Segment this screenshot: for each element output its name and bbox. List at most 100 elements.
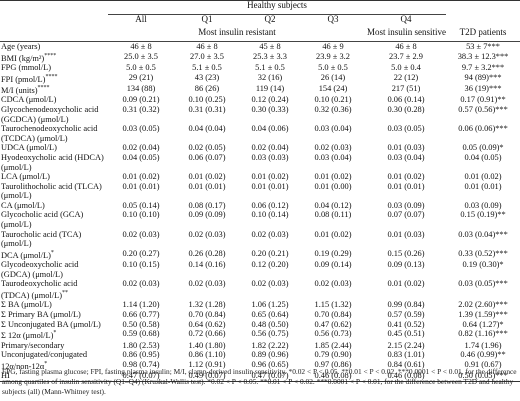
- table-row: Glycochenodeoxycholic acid (GCDCA) (μmol…: [0, 105, 520, 124]
- table-cell: 0.30 (0.33): [251, 104, 289, 114]
- table-cell: 0.79 (0.90): [314, 350, 352, 360]
- table-row: Glycodeoxycholic acid (GDCA) (μmol/L) 0.1…: [0, 260, 520, 279]
- table-cell: 25.3 ± 3.3: [253, 51, 287, 61]
- table-cell: 0.01 (0.02): [122, 172, 160, 182]
- table-cell: 1.40 (1.80): [188, 340, 226, 350]
- table-cell: 0.02 (0.03): [314, 279, 352, 289]
- table-cell: 0.57 (0.59): [387, 310, 425, 320]
- table-cell: 0.15 (0.19)**: [460, 210, 506, 220]
- table-cell: 0.12 (0.24): [251, 95, 289, 105]
- table-cell: 9.7 ± 3.2***: [461, 62, 505, 72]
- table-row: Taurodeoxycholic acid (TDCA) (μmol/L)** 0…: [0, 279, 520, 300]
- table-cell: 0.57 (0.56)***: [458, 104, 508, 114]
- table-row: Σ BA (μmol/L) 1.14 (1.20) 1.32 (1.28) 1.06 …: [0, 300, 520, 310]
- table-cell: 0.64 (0.62): [188, 319, 226, 329]
- table-cell: 94 (89)***: [464, 72, 502, 82]
- table-cell: 46 ± 9: [322, 42, 344, 51]
- table-cell: 1.39 (1.59)***: [458, 310, 508, 320]
- row-label: LCA (μmol/L): [1, 172, 50, 182]
- table-row: CA (μmol/L) 0.05 (0.14) 0.08 (0.17) 0.06 (0…: [0, 201, 520, 211]
- table-row: UDCA (μmol/L) 0.02 (0.04) 0.02 (0.05) 0.02 …: [0, 143, 520, 153]
- table-cell: 0.48 (0.50): [251, 319, 289, 329]
- table-cell: 26 (14): [320, 72, 346, 82]
- group-header: Healthy subjects: [108, 0, 447, 15]
- table-cell: 0.47 (0.07): [251, 371, 289, 381]
- table-row: Σ 12α (μmol/L)* 0.59 (0.68) 0.72 (0.66) 0.5…: [0, 329, 520, 340]
- row-label: UDCA (μmol/L): [1, 143, 57, 153]
- table-row: Age (years) 46 ± 8 46 ± 8 45 ± 8 46 ± 9 46 ± …: [0, 42, 520, 52]
- table-cell: 1.32 (1.28): [188, 300, 226, 310]
- table-cell: 0.72 (0.66): [188, 329, 226, 339]
- table-cell: 154 (24): [318, 83, 348, 93]
- table-cell: 2.02 (2.60)***: [458, 300, 508, 310]
- row-label: FPI (pmol/L)****: [1, 73, 58, 84]
- table-cell: 0.03 (0.03): [251, 152, 289, 162]
- table-row: BMI (kg/m²)**** 25.0 ± 3.5 27.0 ± 3.5 25.3 …: [0, 52, 520, 63]
- significance-marker: **: [62, 290, 69, 297]
- row-label: 12α/non-12α*: [1, 360, 48, 371]
- table-cell: 0.01 (0.03): [387, 229, 425, 239]
- table-cell: 0.03 (0.05): [387, 124, 425, 134]
- table-cell: 0.45 (0.51): [387, 329, 425, 339]
- table-row: Σ Unconjugated BA (μmol/L) 0.50 (0.58) 0.6…: [0, 320, 520, 330]
- table-cell: 0.01 (0.02): [387, 279, 425, 289]
- table-cell: 0.03 (0.04): [314, 124, 352, 134]
- table-cell: 0.08 (0.11): [314, 210, 352, 220]
- table-footnote: FPG, fasting plasma glucose; FPI, fastin…: [2, 367, 517, 396]
- table-cell: 0.14 (0.16): [188, 260, 226, 270]
- table-row: FPI (pmol/L)**** 29 (21) 43 (23) 32 (16) 26 …: [0, 73, 520, 84]
- row-label: Primary/secondary: [1, 340, 65, 350]
- table-cell: 0.82 (1.16)***: [458, 329, 508, 339]
- table-cell: 0.50 (0.05)***: [458, 371, 508, 381]
- table-row: Primary/secondary 1.80 (2.53) 1.40 (1.80) 1…: [0, 341, 520, 351]
- table-cell: 0.46 (0.08): [314, 371, 352, 381]
- table-cell: 1.14 (1.20): [122, 300, 160, 310]
- table-cell: 0.30 (0.28): [387, 104, 425, 114]
- col-header-t2d: T2D patients: [446, 27, 520, 42]
- row-label: DCA (μmol/L)*: [1, 249, 54, 260]
- table-cell: 0.10 (0.21): [314, 95, 352, 105]
- row-label: CDCA (μmol/L): [1, 95, 57, 105]
- table-cell: 0.86 (0.95): [122, 350, 160, 360]
- significance-marker: *: [44, 360, 48, 367]
- table-cell: 1.74 (1.96): [464, 340, 502, 350]
- table-cell: 0.98 (0.74): [122, 359, 160, 369]
- table-cell: 0.06 (0.06)***: [458, 124, 508, 134]
- table-cell: 0.56 (0.75): [251, 329, 289, 339]
- table-row: HI 0.47 (0.07) 0.49 (0.07) 0.47 (0.07) 0.46 …: [0, 371, 520, 382]
- table-cell: 29 (21): [128, 72, 154, 82]
- table-cell: 0.86 (1.10): [188, 350, 226, 360]
- row-label: Hyodeoxycholic acid (HDCA) (μmol/L): [1, 152, 104, 172]
- table-cell: 0.03 (0.05)***: [458, 279, 508, 289]
- table-cell: 0.05 (0.09)*: [462, 143, 504, 153]
- table-cell: 23.9 ± 3.2: [316, 51, 350, 61]
- row-label: Glycochenodeoxycholic acid (GCDCA) (μmol…: [1, 104, 99, 124]
- col-header-q4: Q4: [400, 14, 412, 24]
- row-label: Glycodeoxycholic acid (GDCA) (μmol/L): [1, 260, 79, 279]
- significance-marker: *: [53, 330, 57, 337]
- table-cell: 0.46 (0.99)**: [460, 350, 506, 360]
- table-cell: 0.97 (0.86): [314, 359, 352, 369]
- table-cell: 0.99 (0.84): [387, 300, 425, 310]
- table-cell: 0.02 (0.03): [188, 229, 226, 239]
- table-cell: 0.04 (0.05): [122, 152, 160, 162]
- table-cell: 0.01 (0.02): [188, 172, 226, 182]
- table-cell: 0.01 (0.03): [387, 143, 425, 153]
- table-cell: 0.02 (0.03): [122, 229, 160, 239]
- table-cell: 0.06 (0.12): [251, 200, 289, 210]
- table-cell: 0.70 (0.84): [188, 310, 226, 320]
- table-cell: 0.31 (0.32): [122, 104, 160, 114]
- table-cell: 0.05 (0.14): [122, 200, 160, 210]
- table-row: Unconjugated/conjugated 0.86 (0.95) 0.86 (…: [0, 350, 520, 360]
- table-cell: 23.7 ± 2.9: [389, 51, 423, 61]
- table-cell: 0.41 (0.52): [387, 319, 425, 329]
- row-label: Σ 12α (μmol/L)*: [1, 330, 57, 340]
- table-cell: 1.15 (1.32): [314, 300, 352, 310]
- table-cell: 0.06 (0.14): [387, 95, 425, 105]
- table-cell: 0.59 (0.68): [122, 329, 160, 339]
- table-cell: 0.02 (0.03): [251, 229, 289, 239]
- table-cell: 0.33 (0.52)***: [458, 248, 508, 258]
- table-cell: 0.70 (0.84): [314, 310, 352, 320]
- table-cell: 0.04 (0.05): [464, 152, 502, 162]
